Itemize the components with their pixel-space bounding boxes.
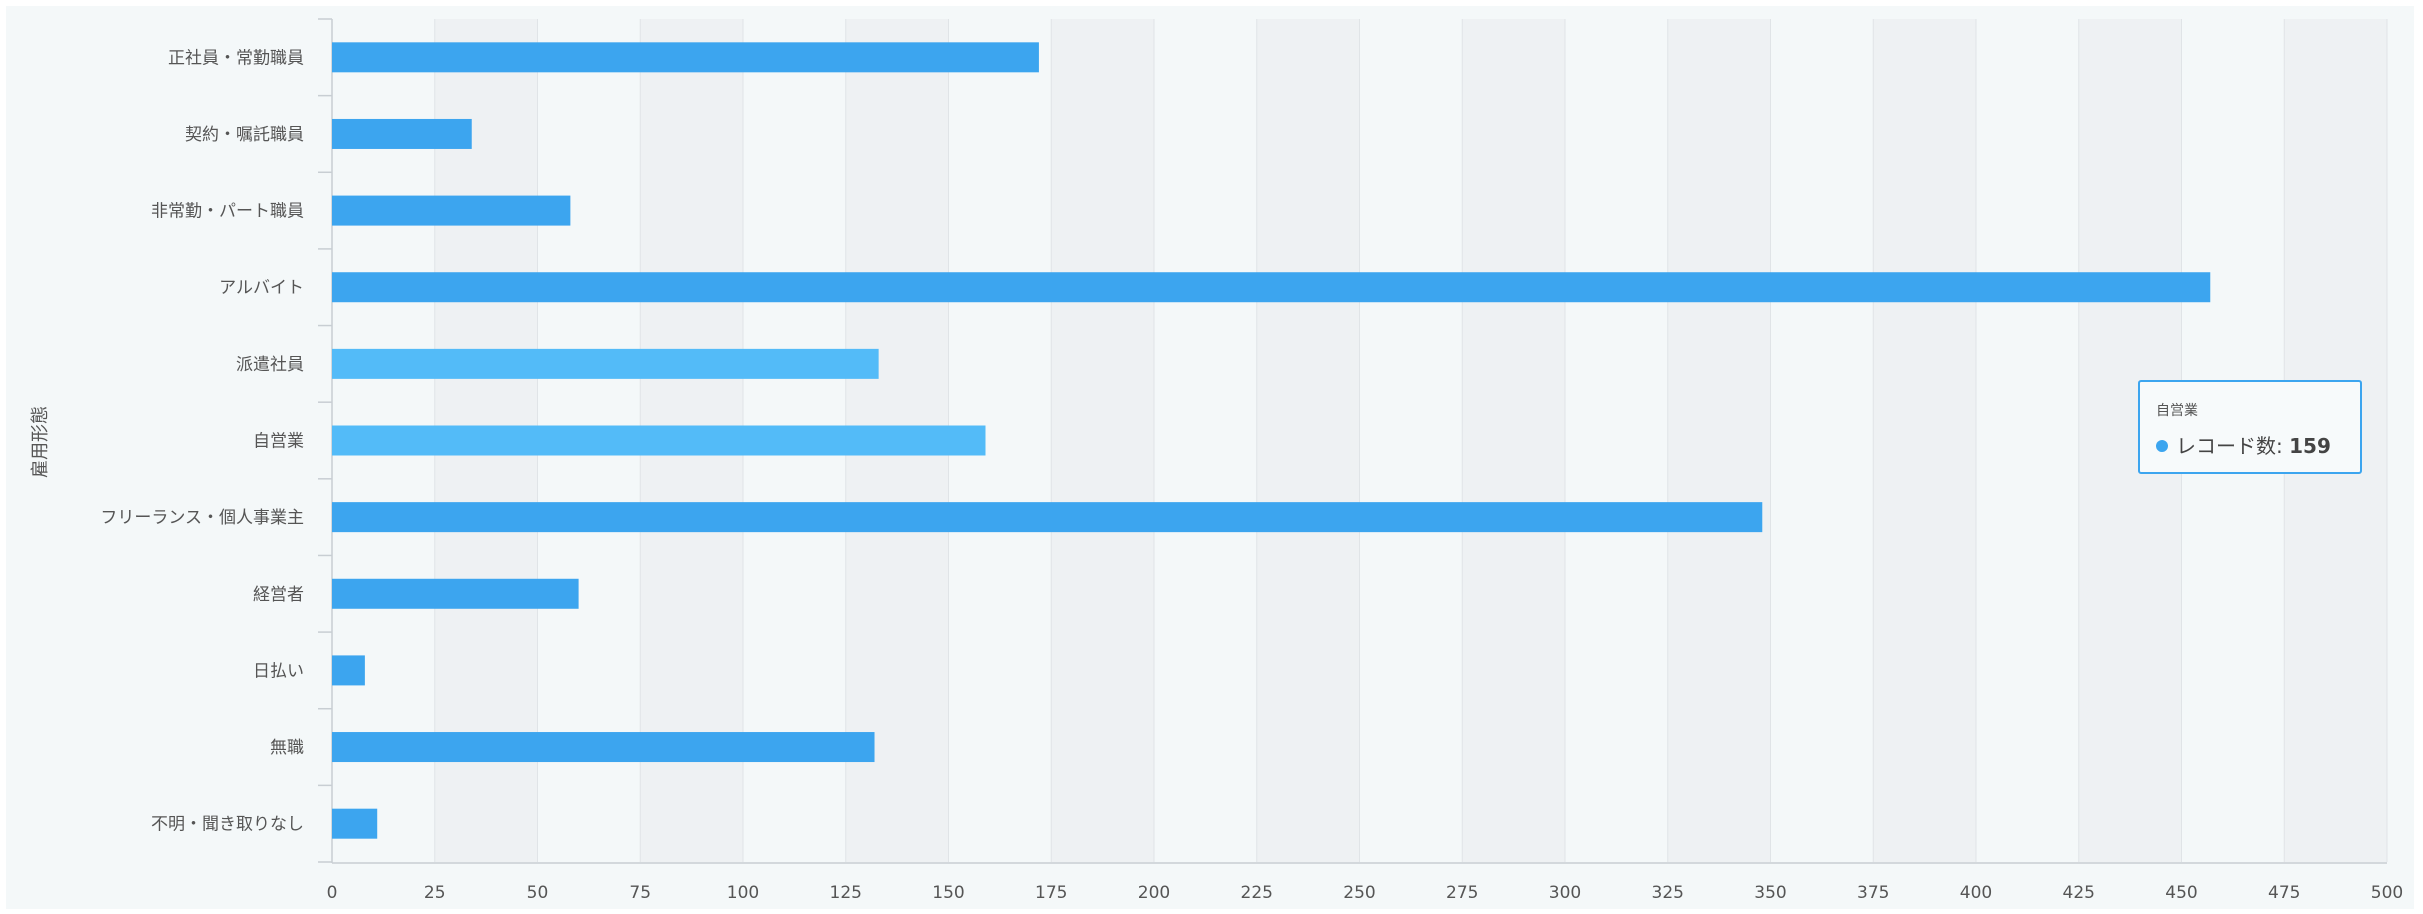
y-axis-title: 雇用形態 [30,406,51,478]
series-dot-icon [2156,440,2168,452]
x-tick-label: 450 [2165,883,2197,903]
tooltip-series-label: レコード数: [2176,434,2290,458]
category-label: 不明・聞き取りなし [151,815,304,835]
grid-band [1667,19,1771,862]
x-tick-label: 225 [1241,883,1273,903]
grid-band [1256,19,1360,862]
x-tick-label: 475 [2268,883,2300,903]
x-tick-label: 500 [2371,883,2403,903]
bar [332,502,1763,533]
x-tick-label: 150 [932,883,964,903]
category-label: アルバイト [219,278,304,298]
x-tick-label: 125 [830,883,862,903]
category-label: 自営業 [253,432,304,452]
bar [332,42,1039,73]
category-label: 正社員・常勤職員 [168,48,304,68]
x-tick-label: 425 [2063,883,2095,903]
x-tick-label: 0 [327,883,338,903]
grid-band [1462,19,1565,862]
bar [332,732,875,763]
tooltip-row: レコード数: 159 [2156,430,2360,459]
x-tick-labels: 0 25 50 75 100 125 150 175 200 225 250 275 300 325 350… [327,883,2404,903]
category-label: 派遣社員 [236,355,304,375]
x-tick-label: 25 [424,883,446,903]
bar [332,808,378,839]
x-tick-label: 375 [1857,883,1889,903]
category-label: 日払い [253,661,304,681]
bar [332,348,879,379]
category-label: 経営者 [253,585,304,605]
category-label: 無職 [270,738,304,758]
grid-bands [434,19,2387,862]
category-label: フリーランス・個人事業主 [100,508,304,528]
category-label: 非常勤・パート職員 [151,202,304,222]
category-label: 契約・嘱託職員 [185,125,304,145]
bar [332,272,2211,303]
x-tick-label: 250 [1343,883,1375,903]
x-tick-label: 175 [1035,883,1067,903]
x-tick-label: 100 [727,883,759,903]
chart-frame: 0 25 50 75 100 125 150 175 200 225 250 275 300 325 350… [6,6,2414,909]
bars [332,42,2211,839]
x-tick-label: 275 [1446,883,1478,903]
tooltip-value: 159 [2289,434,2331,458]
category-labels: 正社員・常勤職員契約・嘱託職員非常勤・パート職員アルバイト派遣社員自営業フリーラ… [100,48,304,834]
x-tick-label: 50 [527,883,549,903]
bar [332,118,472,149]
grid-band [1873,19,1976,862]
x-tick-label: 75 [629,883,651,903]
x-tick-label: 350 [1754,883,1786,903]
bar [332,425,986,456]
bar [332,578,579,609]
x-tick-label: 200 [1138,883,1170,903]
x-tick-label: 325 [1652,883,1684,903]
bar [332,655,365,686]
grid-band [1051,19,1154,862]
tooltip-category: 自営業 [2156,403,2198,419]
x-tick-label: 300 [1549,883,1581,903]
x-tick-label: 400 [1960,883,1992,903]
tooltip: 自営業 レコード数: 159 [2138,380,2362,474]
bar-chart: 0 25 50 75 100 125 150 175 200 225 250 275 300 325 350… [30,18,2404,903]
bar [332,195,571,226]
